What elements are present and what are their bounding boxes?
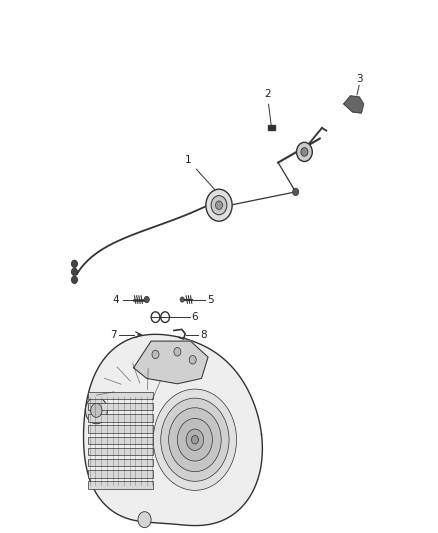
Circle shape (293, 188, 299, 196)
Text: 8: 8 (200, 330, 207, 340)
Circle shape (153, 389, 237, 490)
FancyBboxPatch shape (88, 437, 153, 444)
Circle shape (138, 512, 151, 528)
Circle shape (189, 356, 196, 364)
Circle shape (206, 189, 232, 221)
Circle shape (85, 397, 107, 424)
Circle shape (301, 148, 308, 156)
FancyBboxPatch shape (88, 425, 153, 433)
Text: 5: 5 (207, 295, 214, 304)
Circle shape (71, 268, 78, 276)
Polygon shape (134, 341, 208, 384)
FancyBboxPatch shape (88, 470, 153, 478)
FancyBboxPatch shape (88, 459, 153, 466)
Polygon shape (268, 125, 275, 131)
Circle shape (91, 403, 102, 417)
Text: 3: 3 (356, 74, 363, 84)
Circle shape (186, 429, 204, 450)
Circle shape (180, 297, 184, 302)
Circle shape (297, 142, 312, 161)
Text: 6: 6 (191, 312, 198, 322)
Circle shape (177, 418, 212, 461)
Text: 7: 7 (110, 330, 117, 340)
Text: 4: 4 (113, 295, 120, 304)
FancyBboxPatch shape (88, 481, 153, 489)
Text: 2: 2 (264, 88, 271, 125)
Circle shape (211, 196, 227, 215)
Circle shape (215, 201, 223, 209)
Circle shape (174, 348, 181, 356)
Polygon shape (344, 96, 364, 113)
FancyBboxPatch shape (88, 414, 153, 422)
Circle shape (191, 435, 198, 444)
Text: 1: 1 (185, 155, 215, 190)
Circle shape (152, 350, 159, 359)
FancyBboxPatch shape (88, 403, 153, 410)
Circle shape (71, 260, 78, 268)
Polygon shape (84, 334, 262, 526)
Circle shape (144, 296, 149, 303)
FancyBboxPatch shape (88, 448, 153, 455)
Circle shape (71, 276, 78, 284)
Circle shape (161, 398, 229, 481)
FancyBboxPatch shape (88, 392, 153, 399)
Circle shape (169, 408, 221, 472)
